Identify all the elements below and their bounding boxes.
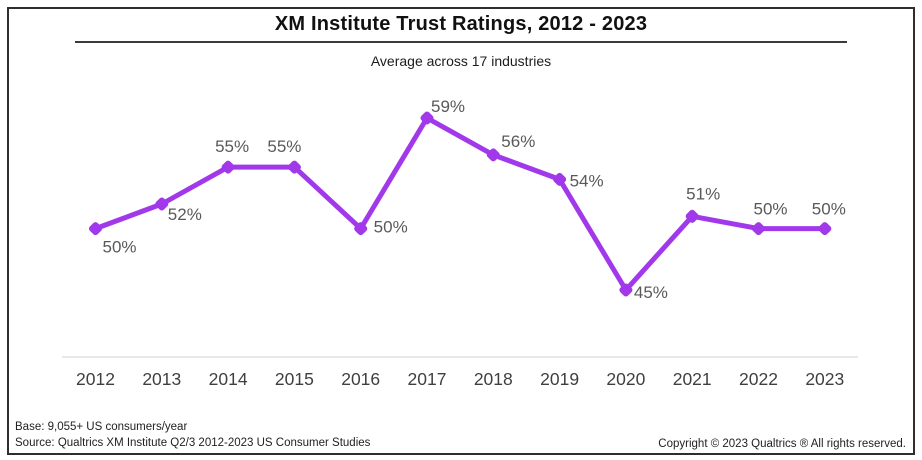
footer-source-block: Base: 9,055+ US consumers/year Source: Q… (15, 419, 370, 451)
x-axis-tick-label: 2014 (209, 369, 248, 389)
data-point-marker[interactable] (88, 221, 104, 237)
data-point-marker[interactable] (751, 221, 767, 237)
footer-source-line: Source: Qualtrics XM Institute Q2/3 2012… (15, 436, 371, 449)
x-axis-tick-label: 2018 (474, 369, 513, 389)
x-axis-tick-label: 2016 (341, 369, 380, 389)
data-point-label: 51% (686, 184, 720, 203)
data-point-marker[interactable] (486, 147, 502, 163)
x-axis-tick-label: 2021 (673, 369, 712, 389)
data-point-marker[interactable] (618, 282, 634, 298)
data-point-label: 50% (753, 200, 787, 219)
footer-base-line: Base: 9,055+ US consumers/year (15, 420, 188, 433)
x-axis-tick-label: 2020 (606, 369, 645, 389)
data-point-marker[interactable] (154, 196, 170, 212)
page-title: XM Institute Trust Ratings, 2012 - 2023 (274, 13, 648, 35)
trust-series-line (93, 115, 828, 293)
x-axis-tick-label: 2017 (408, 369, 447, 389)
data-point-label: 54% (570, 171, 604, 190)
data-point-label: 50% (374, 218, 408, 237)
data-point-marker[interactable] (220, 159, 236, 175)
data-point-marker[interactable] (353, 221, 369, 237)
x-axis-tick-label: 2012 (76, 369, 115, 389)
data-point-marker[interactable] (287, 159, 303, 175)
footer-copyright: Copyright © 2023 Qualtrics ® All rights … (658, 438, 906, 450)
data-point-marker[interactable] (684, 209, 700, 225)
x-axis-tick-label: 2013 (142, 369, 181, 389)
data-point-label: 56% (501, 132, 535, 151)
data-point-marker[interactable] (817, 221, 833, 237)
data-point-label: 59% (431, 97, 465, 116)
data-point-label: 52% (168, 205, 202, 224)
data-point-label: 55% (215, 137, 249, 156)
data-point-label: 45% (634, 283, 668, 302)
x-axis-tick-label: 2022 (739, 369, 778, 389)
chart-subtitle: Average across 17 industries (370, 53, 552, 69)
x-axis-tick-label: 2023 (805, 369, 844, 389)
x-axis-tick-label: 2015 (275, 369, 314, 389)
data-point-label: 50% (812, 200, 846, 219)
data-point-label: 50% (102, 238, 136, 257)
x-axis-tick-label: 2019 (540, 369, 579, 389)
data-point-marker[interactable] (419, 110, 435, 126)
data-point-marker[interactable] (552, 172, 568, 188)
data-point-label: 55% (267, 137, 301, 156)
title-divider (75, 41, 847, 43)
